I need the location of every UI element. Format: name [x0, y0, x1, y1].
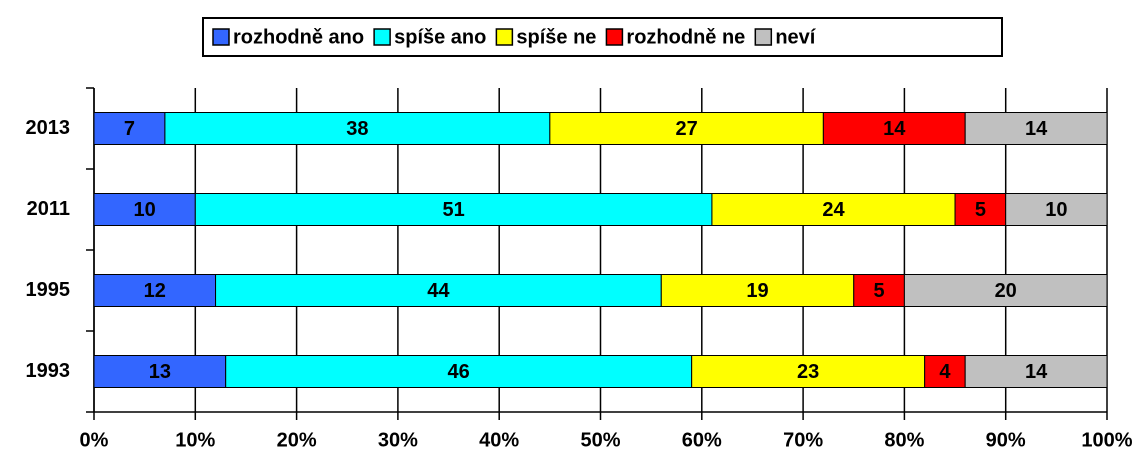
- x-tick-label: 40%: [479, 429, 519, 451]
- data-label: 27: [675, 118, 697, 140]
- bar-segment: [903, 274, 1108, 307]
- legend-label: spíše ne: [516, 26, 596, 48]
- data-label: 38: [346, 118, 368, 140]
- x-tick-label: 0%: [80, 429, 109, 451]
- y-tick-label: 1993: [26, 360, 71, 382]
- bar-segment: [711, 193, 956, 226]
- bar-segment: [1005, 193, 1108, 226]
- legend-label: rozhodně ne: [626, 26, 745, 48]
- data-label: 51: [442, 199, 464, 221]
- legend-label: rozhodně ano: [233, 26, 364, 48]
- data-label: 20: [995, 280, 1017, 302]
- bar-segment: [964, 112, 1108, 145]
- bar-segment: [164, 112, 551, 145]
- legend-label: spíše ano: [394, 26, 486, 48]
- data-label: 23: [797, 361, 819, 383]
- legend-box: [202, 17, 1003, 57]
- bar-segment: [924, 355, 966, 388]
- data-label: 14: [1025, 118, 1048, 140]
- bar-segment: [691, 355, 926, 388]
- y-tick-label: 2013: [26, 117, 71, 139]
- data-label: 4: [939, 361, 951, 383]
- data-label: 10: [134, 199, 156, 221]
- legend-swatch: [373, 28, 391, 46]
- bar-segment: [93, 112, 166, 145]
- x-tick-label: 30%: [378, 429, 418, 451]
- bar-segment: [93, 355, 227, 388]
- bar-segment: [93, 193, 196, 226]
- legend-swatch: [605, 28, 624, 46]
- data-label: 14: [1025, 361, 1048, 383]
- x-tick-label: 20%: [277, 429, 317, 451]
- data-label: 19: [746, 280, 768, 302]
- data-label: 5: [874, 280, 885, 302]
- data-label: 44: [427, 280, 450, 302]
- legend-swatch: [495, 28, 514, 46]
- bar-segment: [822, 112, 966, 145]
- bar-segment: [215, 274, 662, 307]
- data-label: 14: [883, 118, 906, 140]
- data-label: 7: [124, 118, 135, 140]
- bar-segment: [964, 355, 1108, 388]
- bar-segment: [954, 193, 1007, 226]
- y-tick-label: 2011: [27, 198, 70, 220]
- x-tick-label: 90%: [986, 429, 1026, 451]
- bar-segment: [853, 274, 905, 307]
- x-tick-label: 50%: [580, 429, 620, 451]
- x-tick-label: 80%: [884, 429, 924, 451]
- data-label: 13: [149, 361, 171, 383]
- bar-segment: [194, 193, 713, 226]
- data-label: 10: [1045, 199, 1067, 221]
- bar-segment: [93, 274, 217, 307]
- legend-swatch: [754, 28, 773, 46]
- x-tick-label: 10%: [175, 429, 215, 451]
- data-label: 5: [975, 199, 986, 221]
- bar-segment: [225, 355, 693, 388]
- data-label: 12: [144, 280, 166, 302]
- bar-segment: [549, 112, 824, 145]
- x-tick-label: 70%: [783, 429, 823, 451]
- legend-swatch: [212, 28, 230, 46]
- data-label: 24: [822, 199, 845, 221]
- data-label: 46: [448, 361, 470, 383]
- x-tick-label: 100%: [1081, 429, 1132, 451]
- x-tick-label: 60%: [682, 429, 722, 451]
- legend-label: neví: [775, 26, 816, 48]
- y-tick-label: 1995: [26, 279, 71, 301]
